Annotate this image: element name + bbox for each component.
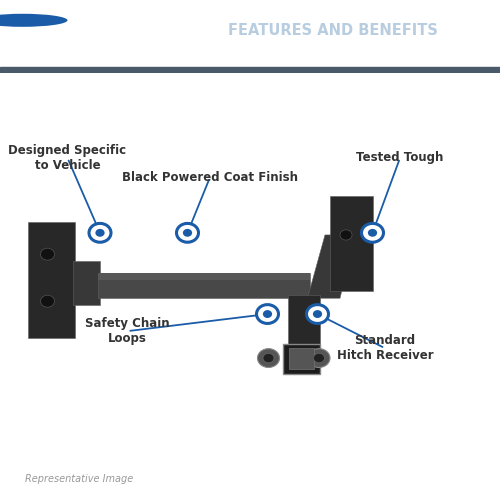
- Text: Standard
Hitch Receiver: Standard Hitch Receiver: [336, 334, 434, 362]
- Circle shape: [176, 224, 199, 242]
- Bar: [72, 260, 100, 306]
- Bar: [282, 344, 320, 374]
- Bar: [18, 26, 28, 51]
- Circle shape: [183, 229, 192, 237]
- Bar: [0, 68, 500, 72]
- Circle shape: [0, 14, 68, 27]
- Circle shape: [263, 354, 274, 363]
- Polygon shape: [308, 235, 355, 298]
- Text: ®: ®: [182, 8, 192, 18]
- Circle shape: [313, 310, 322, 318]
- Text: FEATURES AND BENEFITS: FEATURES AND BENEFITS: [228, 23, 438, 38]
- Circle shape: [263, 310, 272, 318]
- Circle shape: [40, 295, 54, 307]
- Circle shape: [306, 304, 328, 324]
- Circle shape: [368, 229, 377, 237]
- Circle shape: [258, 348, 280, 368]
- Bar: [288, 295, 320, 350]
- Bar: [28, 222, 75, 338]
- Text: Representative Image: Representative Image: [25, 474, 133, 484]
- Circle shape: [256, 304, 278, 324]
- Text: Tested Tough: Tested Tough: [356, 152, 444, 164]
- Circle shape: [340, 230, 352, 240]
- Circle shape: [308, 348, 330, 368]
- Circle shape: [0, 11, 88, 30]
- Text: DRAW: DRAW: [58, 21, 122, 40]
- Circle shape: [40, 248, 54, 260]
- Bar: [330, 196, 372, 290]
- Bar: [98, 274, 310, 298]
- Circle shape: [362, 224, 384, 242]
- Text: Safety Chain
Loops: Safety Chain Loops: [85, 317, 170, 345]
- Bar: [98, 274, 310, 280]
- Bar: [288, 348, 314, 369]
- Text: ·: ·: [112, 21, 119, 40]
- Text: Black Powered Coat Finish: Black Powered Coat Finish: [122, 170, 298, 183]
- Circle shape: [89, 224, 111, 242]
- Bar: [5, 48, 40, 58]
- Text: TITE: TITE: [122, 21, 168, 40]
- Circle shape: [314, 354, 324, 363]
- Text: Designed Specific
to Vehicle: Designed Specific to Vehicle: [8, 144, 126, 172]
- Circle shape: [96, 229, 104, 237]
